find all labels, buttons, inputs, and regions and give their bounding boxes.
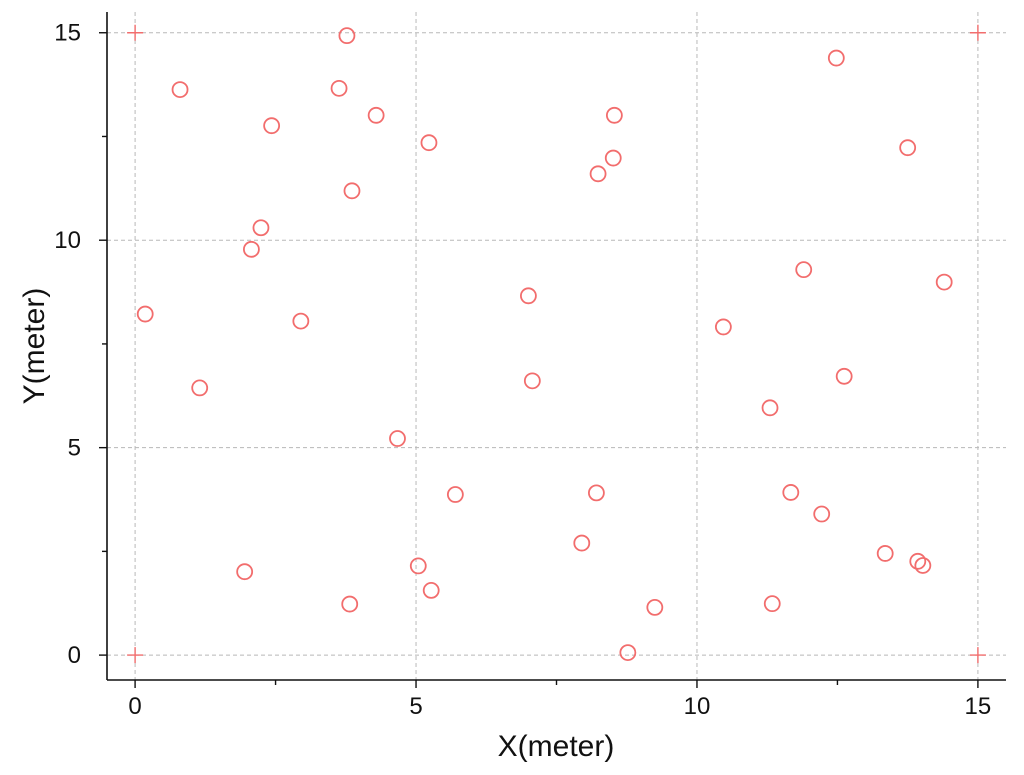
data-point	[573, 534, 591, 552]
corner-plus-marker	[969, 24, 986, 41]
x-tick-label: 10	[684, 693, 711, 720]
data-point	[813, 505, 831, 523]
data-point	[795, 261, 813, 279]
y-tick-label: 15	[54, 20, 81, 47]
grid-lines	[107, 12, 1006, 680]
corner-plus-marker	[127, 24, 144, 41]
data-point	[646, 598, 664, 616]
data-point	[714, 318, 732, 336]
data-point	[520, 287, 537, 305]
data-point	[827, 49, 845, 67]
x-axis-title: X(meter)	[498, 730, 615, 763]
data-point	[191, 379, 209, 397]
data-point	[589, 165, 607, 183]
data-point	[761, 399, 779, 417]
y-tick-label: 5	[68, 435, 81, 462]
data-point	[446, 486, 464, 503]
y-axis-title: Y(meter)	[18, 288, 51, 405]
axes	[106, 12, 1006, 681]
data-point	[604, 149, 622, 167]
data-point	[619, 644, 637, 662]
data-point	[343, 182, 361, 200]
data-point	[935, 273, 953, 291]
x-tick-label: 5	[409, 693, 422, 720]
data-point	[236, 563, 254, 581]
data-point	[782, 484, 800, 501]
axis-ticks: 0 5 10 15 0 5 10 15	[54, 20, 991, 720]
x-tick-label: 0	[128, 693, 141, 720]
data-point	[763, 595, 781, 613]
data-point	[835, 367, 853, 385]
x-tick-label: 15	[965, 693, 992, 720]
data-point	[292, 312, 310, 330]
y-tick-label: 0	[68, 642, 81, 669]
data-point	[367, 106, 385, 124]
data-point	[252, 219, 270, 237]
data-point	[605, 106, 623, 124]
data-point	[899, 139, 917, 157]
data-point	[420, 134, 438, 152]
data-points	[136, 27, 953, 662]
data-point	[338, 27, 356, 45]
data-point	[409, 557, 427, 575]
data-point	[136, 305, 154, 323]
corner-plus-marker	[127, 647, 144, 664]
data-point	[341, 595, 359, 613]
data-point	[876, 545, 894, 562]
data-point	[422, 581, 440, 599]
data-point	[263, 117, 281, 135]
data-point	[909, 552, 927, 570]
y-tick-label: 10	[54, 227, 81, 254]
data-point	[389, 430, 406, 447]
data-point	[171, 81, 189, 98]
corner-plus-marker	[969, 647, 986, 664]
data-point	[587, 484, 605, 502]
data-point	[523, 372, 541, 390]
data-point	[330, 79, 348, 97]
data-point	[243, 240, 260, 258]
data-point	[914, 557, 932, 574]
corner-markers	[127, 24, 986, 664]
